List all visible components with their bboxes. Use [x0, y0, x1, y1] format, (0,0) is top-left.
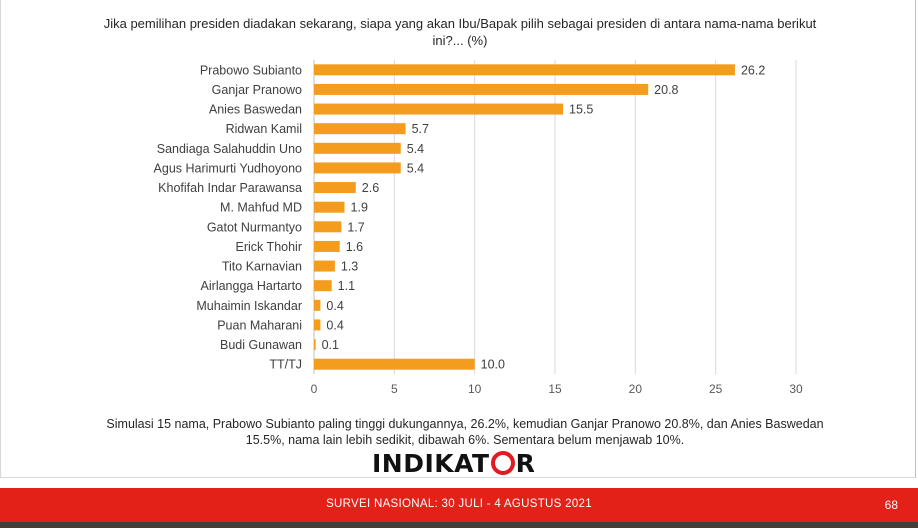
bar	[314, 64, 735, 76]
value-label: 1.6	[346, 240, 363, 254]
bar	[314, 240, 340, 252]
bar	[314, 162, 401, 174]
category-label: Ganjar Pranowo	[212, 83, 302, 97]
bar	[314, 319, 321, 331]
bar-chart: 0 5 10 15 20 25 30 Prabowo Subianto 26.2 Ganjar P…	[154, 60, 803, 396]
bar	[314, 339, 316, 351]
logo-ring-icon	[490, 451, 515, 475]
value-label: 0.4	[326, 299, 343, 313]
bar	[314, 299, 321, 311]
category-label: Tito Karnavian	[222, 260, 302, 274]
category-label: Sandiaga Salahuddin Uno	[157, 142, 302, 156]
category-label: Prabowo Subianto	[200, 63, 302, 77]
x-tick-label: 20	[629, 382, 643, 396]
x-tick-label: 25	[709, 382, 723, 396]
bar	[314, 201, 345, 213]
page-number: 68	[884, 498, 898, 512]
footer-survey-title: SURVEI NASIONAL: 30 JULI - 4 AGUSTUS 202…	[326, 498, 592, 510]
value-label: 2.6	[362, 181, 379, 195]
bar	[314, 182, 356, 194]
chart-question: Jika pemilihan presiden diadakan sekaran…	[103, 16, 817, 48]
value-label: 20.8	[654, 83, 678, 97]
x-tick-label: 30	[789, 382, 803, 396]
chart-summary: Simulasi 15 nama, Prabowo Subianto palin…	[106, 417, 824, 447]
indikator-logo: INDIKAT R	[372, 448, 536, 478]
x-tick-label: 5	[391, 382, 398, 396]
logo-text-right: R	[515, 448, 536, 478]
value-label: 26.2	[741, 63, 765, 77]
x-tick-label: 15	[548, 382, 562, 396]
category-label: M. Mahfud MD	[220, 201, 302, 215]
value-label: 1.7	[347, 220, 364, 234]
category-label: Puan Maharani	[217, 318, 302, 332]
x-tick-label: 10	[468, 382, 482, 396]
value-label: 5.4	[407, 142, 424, 156]
bar	[314, 123, 406, 135]
bar	[314, 280, 332, 292]
value-label: 10.0	[481, 358, 505, 372]
value-label: 1.3	[341, 260, 358, 274]
category-label: Khofifah Indar Parawansa	[158, 181, 302, 195]
category-label: TT/TJ	[269, 358, 302, 372]
value-label: 15.5	[569, 103, 593, 117]
bar	[314, 358, 475, 370]
category-label: Erick Thohir	[236, 240, 302, 254]
logo-text-left: INDIKAT	[372, 448, 490, 478]
bottom-strip	[0, 522, 918, 528]
footer-bar: SURVEI NASIONAL: 30 JULI - 4 AGUSTUS 202…	[0, 488, 918, 522]
bar	[314, 260, 335, 272]
category-label: Ridwan Kamil	[226, 122, 302, 136]
value-label: 1.1	[338, 279, 355, 293]
bar	[314, 221, 342, 233]
slide-frame	[0, 0, 916, 478]
category-label: Agus Harimurti Yudhoyono	[154, 161, 303, 175]
category-label: Budi Gunawan	[220, 338, 302, 352]
value-label: 1.9	[351, 201, 368, 215]
value-label: 5.4	[407, 161, 424, 175]
category-label: Anies Baswedan	[209, 103, 302, 117]
bar	[314, 103, 564, 115]
category-label: Airlangga Hartarto	[201, 279, 302, 293]
bar	[314, 83, 649, 95]
value-label: 5.7	[412, 122, 429, 136]
x-tick-label: 0	[311, 382, 318, 396]
category-label: Gatot Nurmantyo	[207, 220, 302, 234]
bar	[314, 142, 401, 154]
value-label: 0.1	[322, 338, 339, 352]
category-label: Muhaimin Iskandar	[196, 299, 302, 313]
value-label: 0.4	[326, 318, 343, 332]
